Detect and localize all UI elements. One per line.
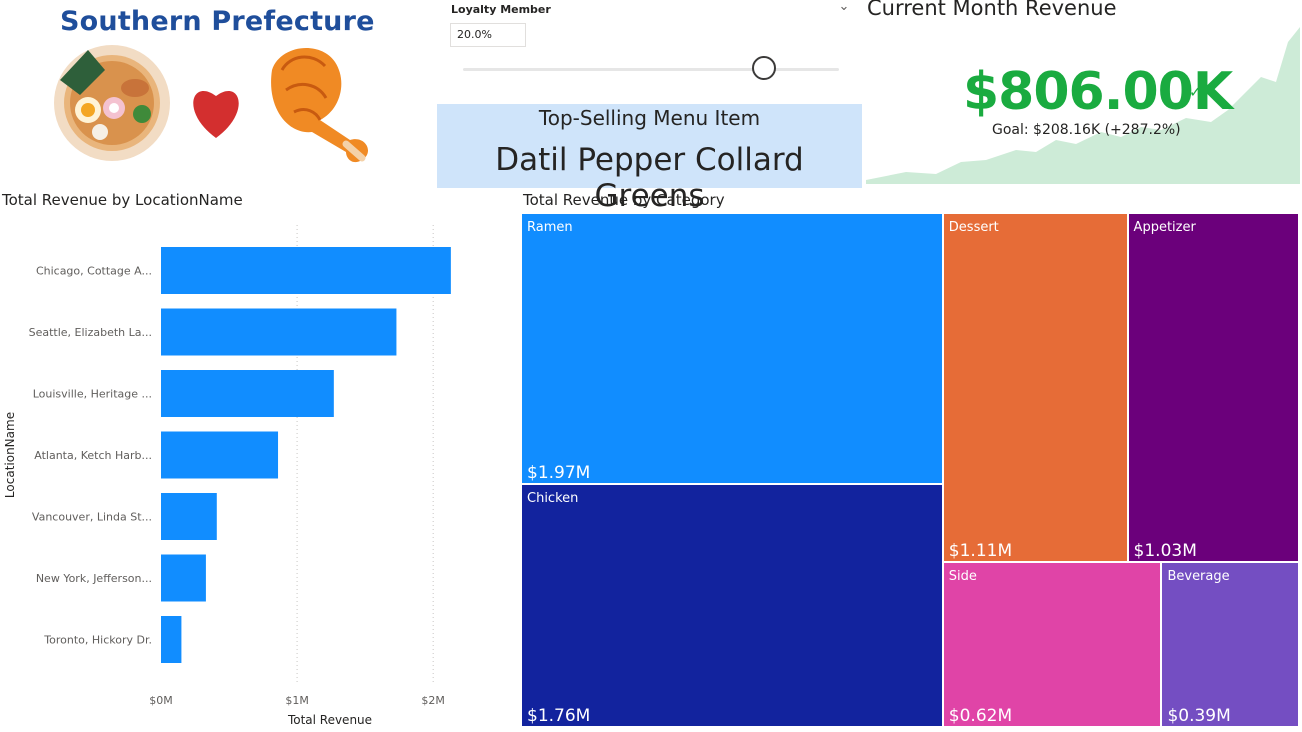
y-axis-label: LocationName (3, 412, 17, 498)
treemap-tile-side[interactable]: Side $0.62M (943, 563, 1163, 728)
x-tick-label: $2M (421, 694, 445, 707)
treemap-tile-name: Beverage (1167, 569, 1230, 585)
slider-track[interactable] (463, 68, 839, 71)
heart-icon (193, 90, 239, 138)
kpi-goal: Goal: $208.16K (+287.2%) (992, 122, 1181, 138)
treemap-tile-name: Ramen (527, 220, 573, 235)
treemap-tile-value: $0.39M (1167, 705, 1231, 726)
treemap-tile-value: $1.03M (1133, 541, 1197, 562)
chevron-down-icon[interactable]: ⌄ (838, 0, 850, 14)
treemap-tile-chicken[interactable]: Chicken $1.76M (522, 485, 944, 728)
treemap-tile-dessert[interactable]: Dessert $1.11M (943, 214, 1129, 564)
checkmark-icon: ✓ (1189, 83, 1202, 101)
treemap-tile-name: Chicken (527, 491, 579, 507)
slider-thumb[interactable] (751, 56, 776, 80)
bar[interactable] (161, 308, 397, 356)
x-tick-label: $1M (285, 694, 309, 707)
treemap-tile-value: $0.62M (948, 705, 1013, 726)
kpi-trend-area (866, 27, 1300, 184)
y-tick-label: Vancouver, Linda St... (32, 511, 152, 524)
top-selling-label: Top-Selling Menu Item (538, 106, 761, 130)
treemap-tile-name: Appetizer (1133, 220, 1196, 235)
slicer-title: Loyalty Member (451, 3, 551, 16)
y-tick-label: New York, Jefferson... (36, 572, 152, 585)
slicer-value-input[interactable]: 20.0% (450, 23, 526, 47)
y-tick-label: Seattle, Elizabeth La... (29, 326, 152, 339)
treemap-tile-value: $1.11M (948, 541, 1013, 562)
y-tick-label: Atlanta, Ketch Harb... (34, 449, 152, 462)
bar[interactable] (161, 247, 451, 294)
bar[interactable] (161, 616, 182, 663)
top-selling-value: Datil Pepper Collard Greens (495, 142, 804, 214)
kpi-value: $806.00K (963, 62, 1233, 122)
bar[interactable] (161, 431, 279, 479)
y-tick-label: Toronto, Hickory Dr. (43, 634, 152, 647)
ramen-bowl-icon (54, 45, 170, 161)
bar[interactable] (161, 370, 334, 417)
logo-title: Southern Prefecture (60, 6, 375, 37)
treemap-tile-ramen[interactable]: Ramen $1.97M (522, 214, 944, 486)
treemap-tile-name: Side (948, 569, 977, 585)
kpi-title: Current Month Revenue (867, 0, 1117, 20)
x-axis-label: Total Revenue (287, 713, 372, 727)
location-bar-chart[interactable]: $0M $1M $2M Chicago, Cottage A... Seattle, E… (0, 210, 500, 732)
bar-chart-title: Total Revenue by LocationName (2, 191, 243, 209)
treemap-tile-value: $1.76M (527, 705, 591, 726)
treemap-title: Total Revenue by Category (523, 191, 725, 209)
treemap-tile-beverage[interactable]: Beverage $0.39M (1162, 563, 1300, 728)
bar[interactable] (161, 493, 217, 540)
treemap-tile-name: Dessert (948, 220, 999, 235)
top-selling-card: Top-Selling Menu Item Datil Pepper Colla… (437, 104, 862, 214)
treemap-tile-value: $1.97M (527, 463, 591, 484)
logo-illustration (54, 45, 369, 163)
bar[interactable] (161, 554, 206, 602)
fried-chicken-icon (271, 48, 369, 163)
y-tick-label: Louisville, Heritage ... (33, 388, 152, 401)
x-tick-label: $0M (149, 694, 173, 707)
treemap-tile-appetizer[interactable]: Appetizer $1.03M (1128, 214, 1300, 564)
category-treemap[interactable]: Ramen $1.97M Chicken $1.76M Dessert $1.11M App… (522, 214, 1300, 728)
y-tick-label: Chicago, Cottage A... (36, 265, 152, 278)
